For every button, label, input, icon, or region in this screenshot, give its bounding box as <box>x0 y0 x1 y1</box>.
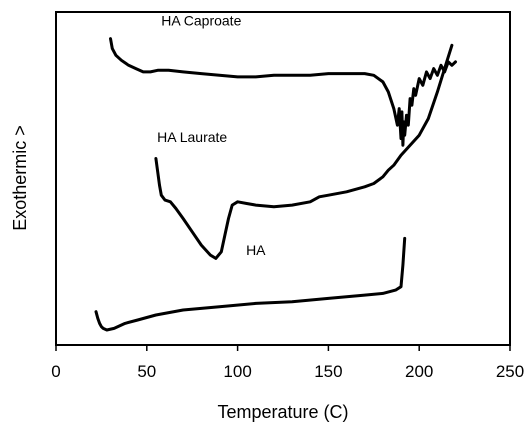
series-line-ha-laurate <box>154 43 454 260</box>
series-labels: HA Caproate HA Laurate HA <box>157 12 266 258</box>
x-tick-label: 200 <box>405 362 433 381</box>
series-line-ha <box>94 236 407 332</box>
series-label-ha-laurate: HA Laurate <box>157 129 227 145</box>
series-group <box>94 37 457 332</box>
x-tick-label: 0 <box>51 362 60 381</box>
series-label-ha: HA <box>246 242 266 258</box>
series-line-ha-caproate <box>109 37 457 147</box>
series-label-ha-caproate: HA Caproate <box>161 12 241 28</box>
x-axis-ticks <box>55 345 511 351</box>
x-axis-tick-labels: 0 50 100 150 200 250 <box>51 362 524 381</box>
x-tick-label: 50 <box>137 362 156 381</box>
y-axis-title: Exothermic > <box>10 125 30 231</box>
x-axis-title: Temperature (C) <box>217 402 348 422</box>
x-tick-label: 100 <box>223 362 251 381</box>
x-tick-label: 150 <box>314 362 342 381</box>
x-tick-label: 250 <box>496 362 524 381</box>
